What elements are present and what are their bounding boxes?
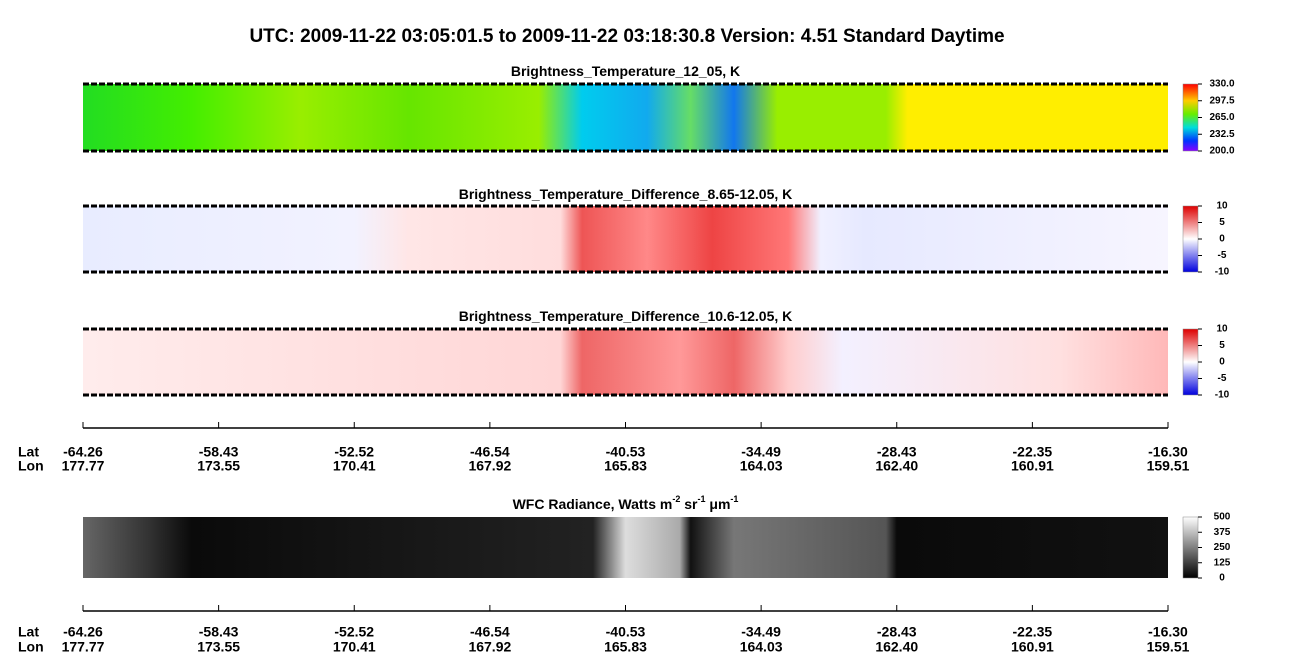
figure-title: UTC: 2009-11-22 03:05:01.5 to 2009-11-22… <box>249 26 1004 47</box>
lon-tick-label: 170.41 <box>333 458 376 474</box>
lat-tick-label: -22.35 <box>1013 624 1053 640</box>
colorbar <box>1182 328 1199 396</box>
colorbar-label: -10 <box>1215 267 1230 278</box>
lon-label: Lon <box>18 639 44 655</box>
image-strip <box>83 206 1168 272</box>
title-text: Brightness_Temperature_12_05, K <box>511 63 740 79</box>
panel-title: WFC Radiance, Watts m-2 sr-1 μm-1 <box>513 494 739 511</box>
lat-tick-label: -58.43 <box>199 444 239 460</box>
colorbar-label: 10 <box>1216 324 1228 335</box>
colorbar-label: -5 <box>1218 373 1227 384</box>
lat-tick-label: -34.49 <box>741 444 781 460</box>
lat-tick-label: -28.43 <box>877 444 917 460</box>
colorbar-label: 5 <box>1219 340 1225 351</box>
colorbar-label: 0 <box>1219 357 1225 368</box>
lat-tick-label: -52.52 <box>334 624 374 640</box>
image-strip <box>83 517 1168 578</box>
colorbar-label: 297.5 <box>1209 95 1234 106</box>
colorbar-label: 232.5 <box>1209 129 1234 140</box>
lat-tick-label: -40.53 <box>606 624 646 640</box>
lon-tick-label: 164.03 <box>740 639 783 655</box>
panel-title: Brightness_Temperature_Difference_8.65-1… <box>459 186 793 202</box>
colorbar-label: 500 <box>1214 512 1231 523</box>
lon-tick-label: 170.41 <box>333 639 376 655</box>
lat-label: Lat <box>18 444 39 460</box>
superscript: -2 <box>672 494 680 504</box>
colorbar-label: 125 <box>1214 557 1231 568</box>
lat-tick-label: -58.43 <box>199 624 239 640</box>
lat-tick-label: -40.53 <box>606 444 646 460</box>
lon-tick-label: 165.83 <box>604 639 647 655</box>
superscript: -1 <box>730 494 738 504</box>
colorbar-label: 10 <box>1216 201 1228 212</box>
title-text: WFC Radiance, Watts m <box>513 496 673 512</box>
lat-tick-label: -46.54 <box>470 444 510 460</box>
lat-label: Lat <box>18 624 39 640</box>
lat-tick-label: -28.43 <box>877 624 917 640</box>
colorbar-label: 200.0 <box>1209 146 1234 157</box>
image-strip <box>83 329 1168 395</box>
lon-tick-label: 165.83 <box>604 458 647 474</box>
colorbar-label: -10 <box>1215 390 1230 401</box>
lon-tick-label: 159.51 <box>1147 639 1190 655</box>
lon-tick-label: 167.92 <box>468 639 511 655</box>
lon-tick-label: 164.03 <box>740 458 783 474</box>
lat-tick-label: -46.54 <box>470 624 510 640</box>
lat-tick-label: -34.49 <box>741 624 781 640</box>
lon-tick-label: 173.55 <box>197 458 240 474</box>
lat-tick-label: -16.30 <box>1148 624 1188 640</box>
panel-title: Brightness_Temperature_12_05, K <box>511 63 740 79</box>
lat-tick-label: -16.30 <box>1148 444 1188 460</box>
lon-tick-label: 177.77 <box>62 639 105 655</box>
colorbar <box>1182 83 1199 152</box>
title-text: Brightness_Temperature_Difference_10.6-1… <box>459 308 793 324</box>
panel-title: Brightness_Temperature_Difference_10.6-1… <box>459 308 793 324</box>
colorbar-label: 0 <box>1219 234 1225 245</box>
superscript: -1 <box>697 494 705 504</box>
lon-tick-label: 173.55 <box>197 639 240 655</box>
colorbar-label: 330.0 <box>1209 79 1234 90</box>
title-text: μm <box>705 496 730 512</box>
lon-tick-label: 162.40 <box>875 458 918 474</box>
lon-tick-label: 167.92 <box>468 458 511 474</box>
colorbar-label: 250 <box>1214 542 1231 553</box>
lon-tick-label: 160.91 <box>1011 458 1054 474</box>
lat-tick-label: -64.26 <box>63 624 103 640</box>
lat-tick-label: -22.35 <box>1013 444 1053 460</box>
lon-tick-label: 162.40 <box>875 639 918 655</box>
title-text: Brightness_Temperature_Difference_8.65-1… <box>459 186 793 202</box>
lon-label: Lon <box>18 458 44 474</box>
lon-tick-label: 159.51 <box>1147 458 1190 474</box>
colorbar-label: 375 <box>1214 527 1231 538</box>
colorbar <box>1182 516 1199 579</box>
lon-tick-label: 177.77 <box>62 458 105 474</box>
title-text: sr <box>680 496 698 512</box>
colorbar-label: 265.0 <box>1209 112 1234 123</box>
lat-tick-label: -64.26 <box>63 444 103 460</box>
colorbar-label: -5 <box>1218 250 1227 261</box>
image-strip <box>83 84 1168 151</box>
colorbar-label: 5 <box>1219 217 1225 228</box>
colorbar <box>1182 205 1199 273</box>
colorbar-label: 0 <box>1219 573 1225 584</box>
lat-tick-label: -52.52 <box>334 444 374 460</box>
lon-tick-label: 160.91 <box>1011 639 1054 655</box>
